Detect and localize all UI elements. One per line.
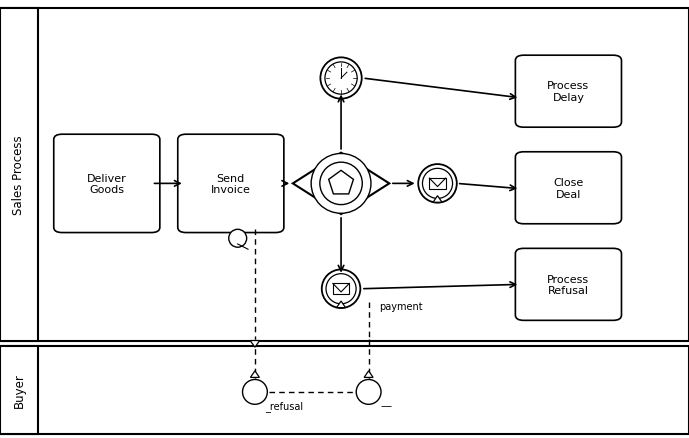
Ellipse shape	[243, 380, 267, 404]
FancyBboxPatch shape	[515, 249, 621, 321]
Polygon shape	[250, 341, 260, 347]
Polygon shape	[251, 371, 259, 378]
Polygon shape	[433, 196, 442, 203]
Text: Deliver
Goods: Deliver Goods	[87, 173, 127, 195]
FancyBboxPatch shape	[515, 152, 621, 224]
Ellipse shape	[322, 270, 360, 308]
Bar	[0, 9, 689, 342]
Text: Process
Delay: Process Delay	[547, 81, 590, 103]
Bar	[0, 9, 38, 342]
Bar	[429, 179, 446, 189]
Ellipse shape	[326, 274, 356, 304]
Ellipse shape	[422, 169, 453, 199]
Text: Buyer: Buyer	[12, 372, 25, 407]
Bar	[0, 346, 689, 434]
Bar	[333, 284, 349, 294]
Text: Close
Deal: Close Deal	[553, 177, 584, 199]
Polygon shape	[329, 171, 353, 194]
Bar	[0, 346, 38, 434]
Text: Send
Invoice: Send Invoice	[211, 173, 251, 195]
Ellipse shape	[418, 165, 457, 203]
Polygon shape	[336, 301, 345, 308]
Polygon shape	[293, 153, 389, 215]
Ellipse shape	[229, 230, 247, 247]
Text: _refusal: _refusal	[265, 400, 303, 410]
FancyBboxPatch shape	[178, 135, 284, 233]
Ellipse shape	[320, 58, 362, 99]
Text: payment: payment	[379, 302, 422, 311]
Polygon shape	[364, 371, 373, 378]
Ellipse shape	[311, 154, 371, 214]
Ellipse shape	[320, 163, 362, 205]
Ellipse shape	[356, 380, 381, 404]
Text: Sales Process: Sales Process	[12, 135, 25, 215]
Ellipse shape	[325, 63, 357, 95]
Text: Process
Refusal: Process Refusal	[547, 274, 590, 296]
FancyBboxPatch shape	[54, 135, 160, 233]
Text: —: —	[380, 400, 391, 410]
FancyBboxPatch shape	[515, 56, 621, 128]
